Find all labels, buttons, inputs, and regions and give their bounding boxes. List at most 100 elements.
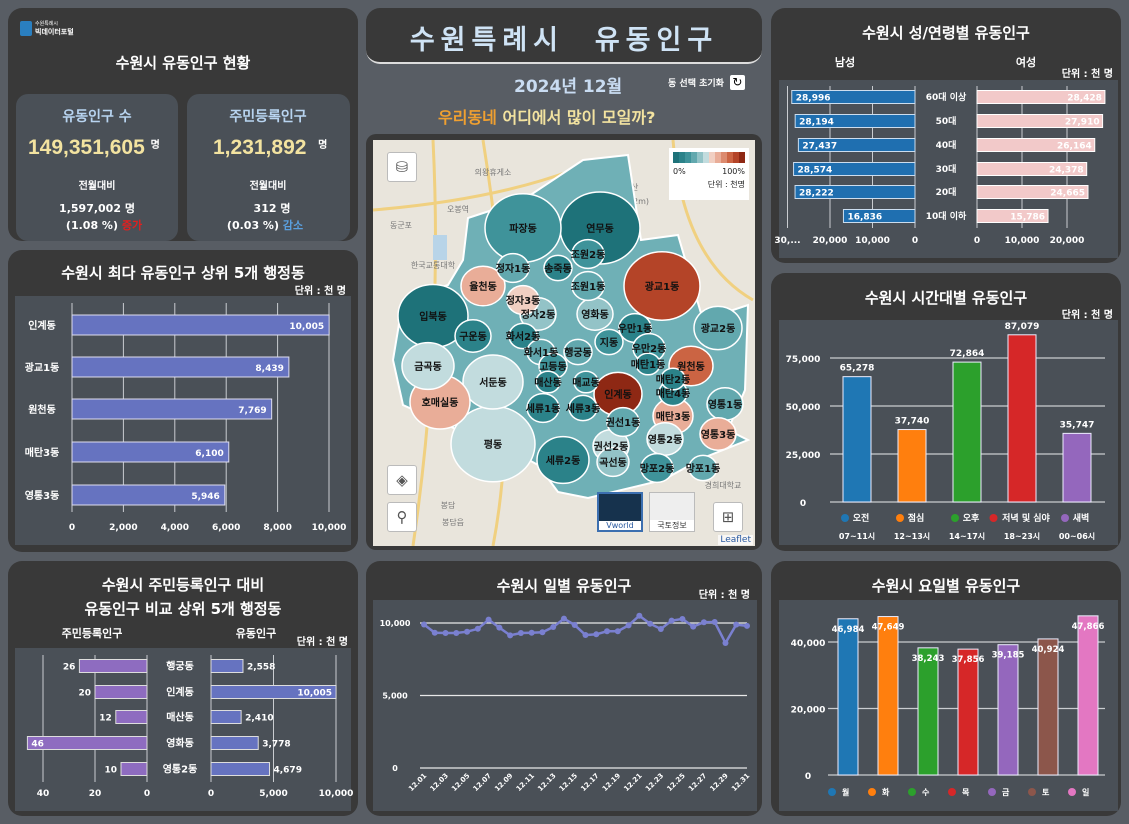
dong-region (460, 265, 506, 307)
dong-label[interactable]: 권선1동 (606, 416, 641, 429)
dong-label[interactable]: 영화동 (581, 308, 609, 321)
place-label: 오봉역 (447, 204, 469, 214)
dong-label[interactable]: 영통1동 (708, 398, 743, 411)
basemap-vworld[interactable]: Vworld (597, 492, 643, 532)
dong-region (454, 319, 492, 353)
legend-swatch (673, 152, 679, 163)
legend-swatch (715, 152, 721, 163)
legend-swatch (733, 152, 739, 163)
dong-label[interactable]: 우만2동 (632, 342, 667, 355)
dong-label[interactable]: 고등동 (539, 361, 567, 373)
dong-label[interactable]: 금곡동 (414, 361, 442, 373)
dong-label[interactable]: 평동 (484, 438, 502, 451)
dong-label[interactable]: 매탄1동 (631, 358, 666, 371)
dong-region (571, 270, 605, 302)
place-label: 2m) (633, 197, 649, 206)
dong-region (526, 392, 560, 424)
route-button[interactable]: ⚲ (387, 502, 417, 532)
dong-label[interactable]: 조원2동 (571, 248, 606, 261)
dong-region (660, 367, 686, 391)
dong-label[interactable]: 호매실동 (422, 396, 459, 409)
dong-label[interactable]: 영통2동 (648, 433, 683, 446)
main-title-bar: 수원특례시 유동인구 (366, 8, 762, 64)
dong-label[interactable]: 율천동 (469, 280, 497, 293)
daily-panel: 수원시 일별 유동인구 단위 : 천 명 (366, 561, 762, 816)
dong-region (401, 341, 455, 391)
dong-label[interactable]: 인계동 (604, 388, 632, 401)
dong-label[interactable]: 파장동 (509, 222, 537, 235)
legend-swatch (721, 152, 727, 163)
dong-label[interactable]: 세류3동 (566, 402, 601, 415)
age-panel: 수원시 성/연령별 유동인구 남성 여성 단위 : 천 명 (771, 8, 1121, 263)
dong-label[interactable]: 화서2동 (506, 330, 541, 343)
dong-label[interactable]: 광교1동 (645, 281, 680, 293)
place-label: 봉담읍 (442, 517, 464, 527)
dong-region (699, 417, 737, 451)
choropleth-map[interactable]: 의왕휴게소오봉역동군포한국교통대학교산2m)흥덕경희대학교봉담봉담읍파장동연무동… (373, 140, 755, 546)
dong-label[interactable]: 지동 (600, 336, 618, 349)
basemap-ngii[interactable]: 국토정보 (649, 492, 695, 532)
dong-region (563, 338, 593, 366)
dong-label[interactable]: 입북동 (419, 310, 447, 323)
data-layer-button[interactable]: ⛁ (387, 152, 417, 182)
dong-region (594, 328, 624, 356)
dong-label[interactable]: 조원1동 (571, 280, 606, 293)
logo-icon (20, 21, 32, 36)
dong-label[interactable]: 우만1동 (618, 322, 653, 335)
dong-label[interactable]: 망포2동 (640, 462, 675, 475)
leaflet-attribution[interactable]: Leaflet (718, 535, 753, 545)
dong-label[interactable]: 화서1동 (524, 346, 559, 359)
dong-label[interactable]: 매산동 (534, 376, 562, 389)
dong-label[interactable]: 세류2동 (546, 454, 581, 467)
dong-region (508, 322, 538, 350)
resident-card: 주민등록인구 1,231,892 명 전월대비 312 명 (0.03 %) 감… (187, 94, 350, 241)
trend-increase: 증가 (121, 219, 143, 232)
dong-region (640, 452, 674, 484)
time-panel: 수원시 시간대별 유동인구 단위 : 천 명 (771, 273, 1121, 551)
lake (433, 235, 447, 260)
legend-swatch (685, 152, 691, 163)
dong-label[interactable]: 행궁동 (564, 346, 592, 359)
dong-label[interactable]: 권선2동 (594, 440, 629, 453)
dong-region (688, 454, 718, 482)
place-label: 한국교통대학 (411, 260, 456, 270)
top5-panel: 수원시 최다 유동인구 상위 5개 행정동 단위 : 천 명 (8, 250, 358, 552)
logo: 수원특례시 빅데이터포털 (20, 20, 74, 37)
reset-button[interactable]: 동 선택 초기화 ↻ (668, 75, 745, 90)
dong-label[interactable]: 매교동 (572, 376, 600, 389)
place-label: 의왕휴게소 (475, 167, 512, 177)
refresh-icon[interactable]: ↻ (729, 75, 745, 90)
dong-label[interactable]: 송죽동 (544, 263, 572, 275)
dong-label[interactable]: 정자3동 (506, 294, 541, 307)
card-value-row: 149,351,605 명 (28, 136, 160, 159)
dong-label[interactable]: 매탄4동 (656, 387, 691, 400)
dong-label[interactable]: 연무동 (586, 222, 614, 235)
summary-title: 수원시 유동인구 현황 (115, 54, 251, 72)
layers-button[interactable]: ◈ (387, 465, 417, 495)
trend-decrease: 감소 (282, 219, 304, 232)
dong-label[interactable]: 서둔동 (479, 376, 507, 389)
split-view-button[interactable]: ⊞ (713, 502, 743, 532)
dong-label[interactable]: 매탄3동 (656, 410, 691, 423)
dong-label[interactable]: 원천동 (677, 360, 705, 373)
dong-label[interactable]: 매탄2동 (656, 373, 691, 386)
dong-label[interactable]: 광교2동 (701, 323, 736, 335)
legend-swatch (679, 152, 685, 163)
dong-label[interactable]: 곡선동 (599, 456, 627, 469)
dong-region (606, 406, 640, 438)
dong-label[interactable]: 정자1동 (496, 262, 531, 275)
place-label: 동군포 (390, 221, 412, 230)
legend-swatch (703, 152, 709, 163)
dong-region (568, 394, 598, 422)
dong-label[interactable]: 망포1동 (686, 462, 721, 475)
legend-swatch (727, 152, 733, 163)
dong-label[interactable]: 세류1동 (526, 402, 561, 415)
dong-label[interactable]: 구운동 (459, 331, 487, 343)
summary-panel: 수원특례시 빅데이터포털 수원시 유동인구 현황 유동인구 수 149,351,6… (8, 8, 358, 241)
dong-label[interactable]: 정자2동 (521, 308, 556, 321)
map[interactable]: 의왕휴게소오봉역동군포한국교통대학교산2m)흥덕경희대학교봉담봉담읍파장동연무동… (373, 140, 755, 546)
dong-region (635, 352, 661, 376)
legend-swatch (709, 152, 715, 163)
dong-label[interactable]: 영통3동 (701, 428, 736, 441)
dong-region (596, 446, 630, 478)
